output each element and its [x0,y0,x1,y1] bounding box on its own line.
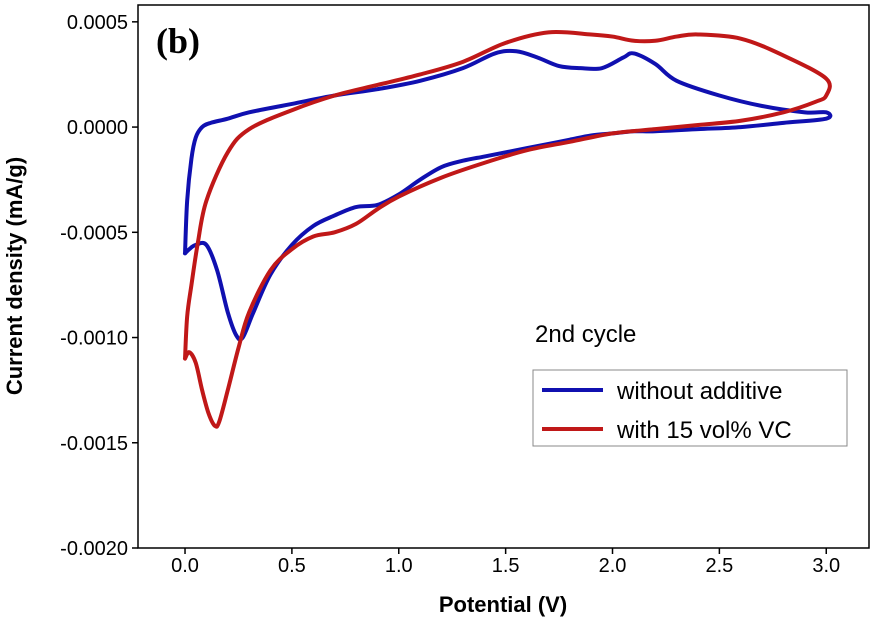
x-tick-label: 1.0 [385,555,413,577]
panel-label: (b) [156,21,200,61]
x-axis-title: Potential (V) [439,592,567,617]
x-axis-ticks: 0.0 0.5 1.0 1.5 2.0 2.5 3.0 [171,548,840,577]
x-tick-label: 0.5 [278,555,306,577]
plot-frame [137,4,870,549]
legend: without additive with 15 vol% VC [532,369,848,447]
legend-title: 2nd cycle [535,321,636,348]
y-tick-label: -0.0015 [60,433,128,455]
series-layer [183,29,833,429]
series-line-without-additive [183,48,833,342]
series-line-with-15-vol-vc [183,29,832,429]
legend-box [532,369,848,447]
y-axis-title: Current density (mA/g) [2,157,27,395]
legend-label-with-vc: with 15 vol% VC [616,417,792,444]
x-tick-label: 3.0 [812,555,840,577]
x-tick-label: 2.5 [705,555,733,577]
x-tick-label: 0.0 [171,555,199,577]
x-tick-label: 1.5 [492,555,520,577]
y-axis-ticks: 0.0005 0.0000 -0.0005 -0.0010 -0.0015 -0.0020 [60,12,138,560]
x-tick-label: 2.0 [599,555,627,577]
y-tick-label: -0.0010 [60,328,128,350]
y-tick-label: -0.0020 [60,538,128,560]
y-tick-label: 0.0000 [67,117,128,139]
y-tick-label: 0.0005 [67,12,128,34]
legend-label-without-additive: without additive [616,378,782,405]
y-tick-label: -0.0005 [60,222,128,244]
